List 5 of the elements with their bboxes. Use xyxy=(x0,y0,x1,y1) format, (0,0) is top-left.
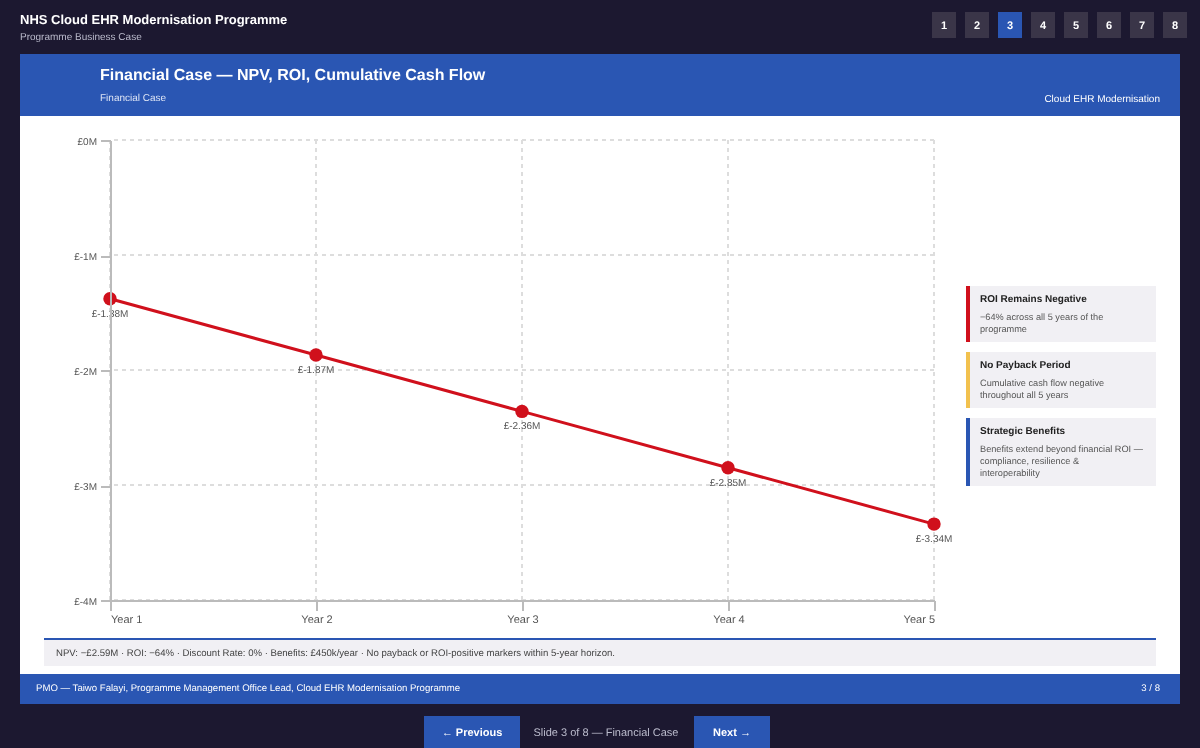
point xyxy=(927,517,941,531)
chart-title: Financial Case — NPV, ROI, Cumulative Cash Flow xyxy=(100,66,487,84)
point xyxy=(309,348,323,362)
point xyxy=(515,404,529,419)
point xyxy=(721,461,735,475)
